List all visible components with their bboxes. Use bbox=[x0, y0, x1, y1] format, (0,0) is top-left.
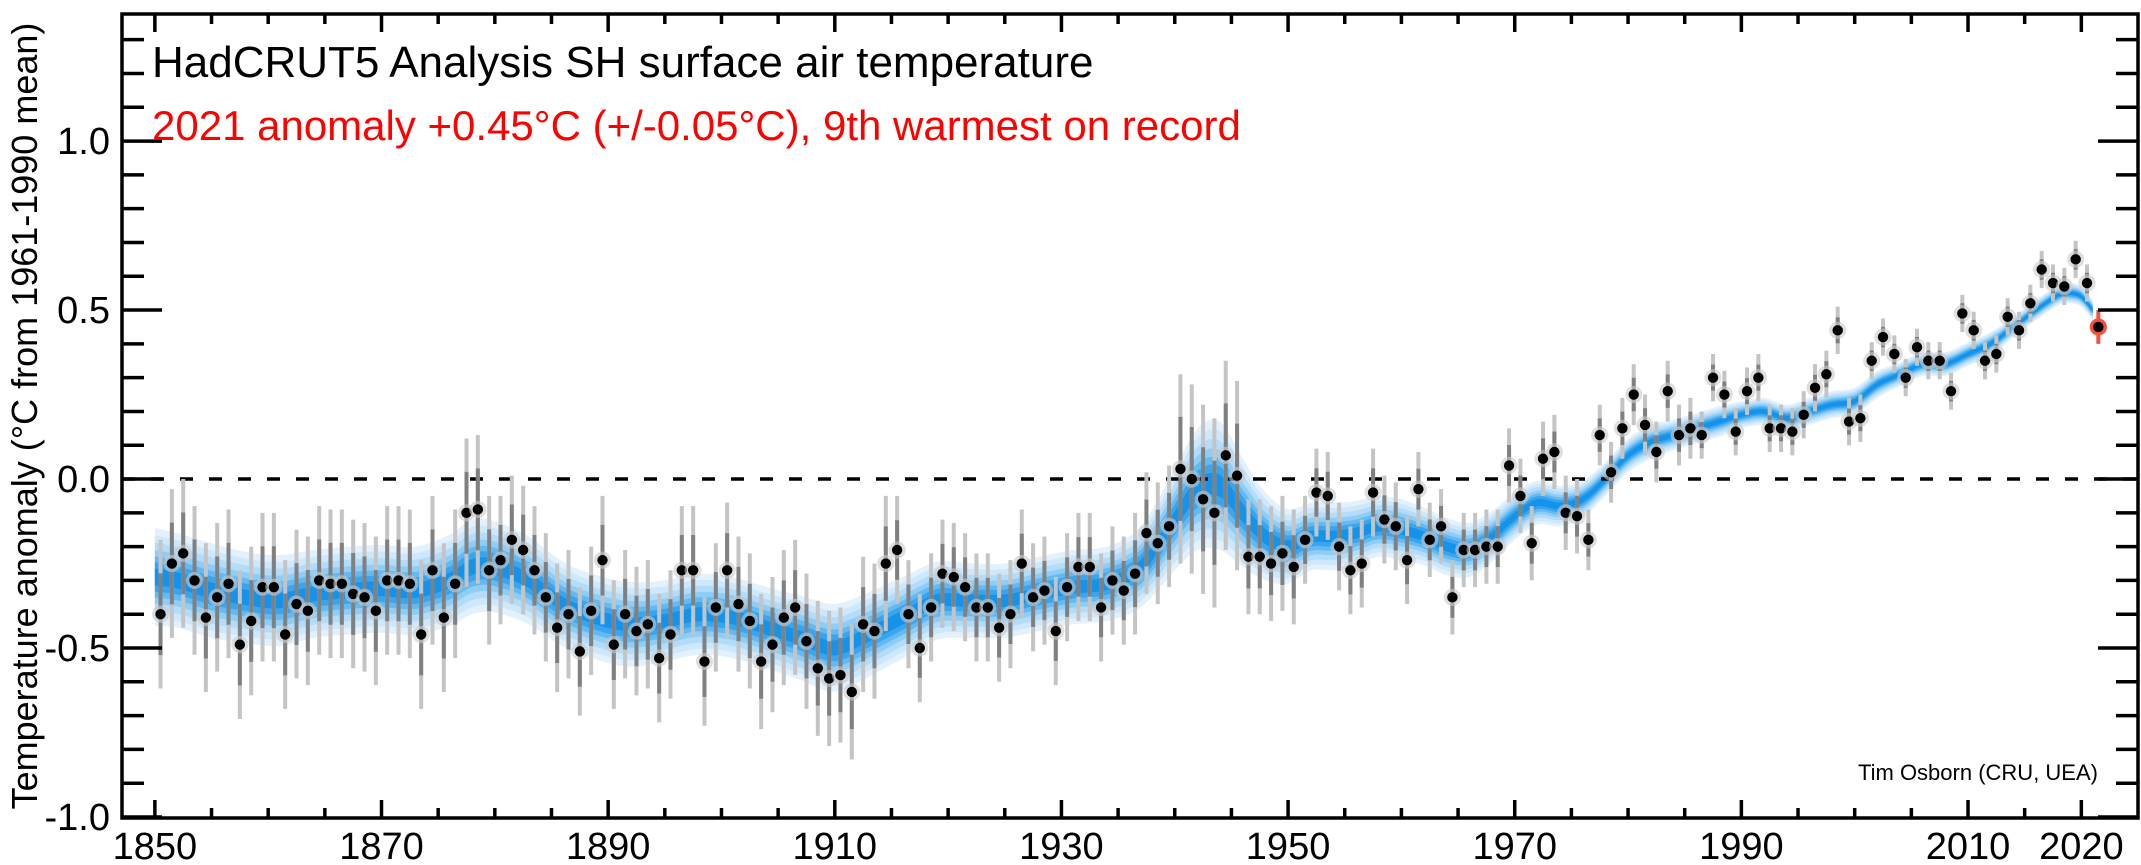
y-tick-label: 0.5 bbox=[57, 290, 110, 332]
x-tick-labels: 1850 1870 1890 1910 1930 1950 1970 1990 2010 2020 bbox=[113, 826, 2124, 865]
y-tick-label: 0.0 bbox=[57, 459, 110, 501]
axis-frame bbox=[120, 12, 2140, 820]
y-tick-label: -1.0 bbox=[45, 797, 110, 839]
y-tick-label: -0.5 bbox=[45, 628, 110, 670]
y-tick-label: 1.0 bbox=[57, 121, 110, 163]
x-tick-label: 1870 bbox=[339, 826, 424, 865]
chart-title: HadCRUT5 Analysis SH surface air tempera… bbox=[152, 38, 1094, 87]
x-tick-label: 1950 bbox=[1246, 826, 1331, 865]
x-tick-label: 2020 bbox=[2039, 826, 2124, 865]
error-bars bbox=[158, 240, 2101, 760]
x-tick-label: 1850 bbox=[113, 826, 198, 865]
x-tick-label: 1910 bbox=[793, 826, 878, 865]
chart-subtitle: 2021 anomaly +0.45°C (+/-0.05°C), 9th wa… bbox=[152, 102, 1241, 149]
y-tick-labels: -1.0 -0.5 0.0 0.5 1.0 bbox=[45, 121, 110, 839]
x-tick-label: 1970 bbox=[1472, 826, 1557, 865]
data-points bbox=[151, 250, 2107, 701]
x-tick-label: 1930 bbox=[1019, 826, 1104, 865]
y-axis-title: Temperature anomaly (°C from 1961-1990 m… bbox=[4, 22, 45, 810]
credit-text: Tim Osborn (CRU, UEA) bbox=[1858, 760, 2098, 785]
x-tick-label: 1890 bbox=[566, 826, 651, 865]
x-tick-label: 1990 bbox=[1699, 826, 1784, 865]
x-tick-label: 2010 bbox=[1926, 826, 2011, 865]
highlight-point-2021 bbox=[2089, 318, 2107, 336]
